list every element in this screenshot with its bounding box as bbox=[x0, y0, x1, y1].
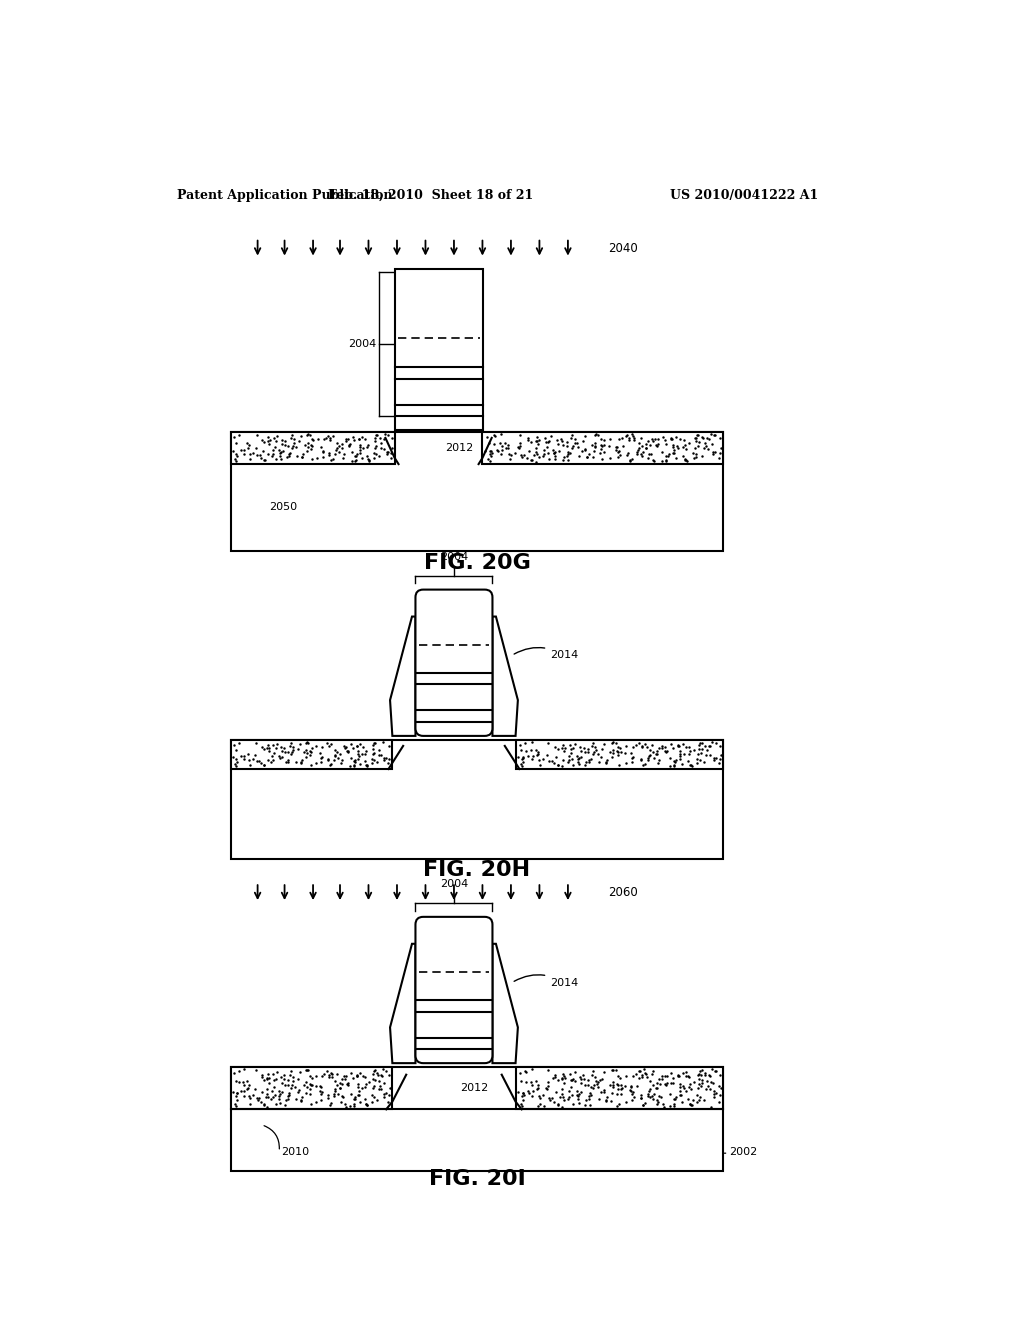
Text: US 2010/0041222 A1: US 2010/0041222 A1 bbox=[670, 189, 818, 202]
Bar bbox=[230, 432, 724, 552]
Text: 2004: 2004 bbox=[348, 339, 376, 350]
Text: 2002: 2002 bbox=[730, 1147, 758, 1156]
Text: 2050: 2050 bbox=[269, 502, 297, 512]
Bar bbox=[515, 1067, 724, 1109]
Polygon shape bbox=[493, 944, 518, 1063]
Polygon shape bbox=[493, 616, 518, 737]
Polygon shape bbox=[390, 944, 416, 1063]
Bar bbox=[394, 268, 483, 430]
Text: 2060: 2060 bbox=[608, 886, 638, 899]
Text: 2004: 2004 bbox=[440, 879, 468, 890]
Text: 2012: 2012 bbox=[444, 444, 473, 453]
Bar bbox=[230, 1067, 724, 1171]
Bar bbox=[482, 432, 724, 465]
Text: FIG. 20I: FIG. 20I bbox=[429, 1168, 525, 1188]
Bar bbox=[230, 1067, 392, 1109]
Text: 2014: 2014 bbox=[514, 974, 579, 987]
Polygon shape bbox=[390, 616, 416, 737]
Bar bbox=[515, 739, 724, 770]
Text: FIG. 20H: FIG. 20H bbox=[424, 859, 530, 880]
Text: FIG. 20G: FIG. 20G bbox=[424, 553, 530, 573]
Text: Patent Application Publication: Patent Application Publication bbox=[177, 189, 392, 202]
FancyBboxPatch shape bbox=[416, 590, 493, 737]
Bar bbox=[230, 739, 392, 770]
Text: 2012: 2012 bbox=[460, 1082, 488, 1093]
Text: 2004: 2004 bbox=[440, 552, 468, 562]
Text: 2040: 2040 bbox=[608, 242, 638, 255]
Text: 2014: 2014 bbox=[514, 648, 579, 660]
Bar bbox=[230, 432, 394, 465]
Text: 2010: 2010 bbox=[281, 1147, 309, 1156]
Text: Feb. 18, 2010  Sheet 18 of 21: Feb. 18, 2010 Sheet 18 of 21 bbox=[329, 189, 534, 202]
FancyBboxPatch shape bbox=[416, 917, 493, 1063]
Bar bbox=[230, 739, 724, 859]
